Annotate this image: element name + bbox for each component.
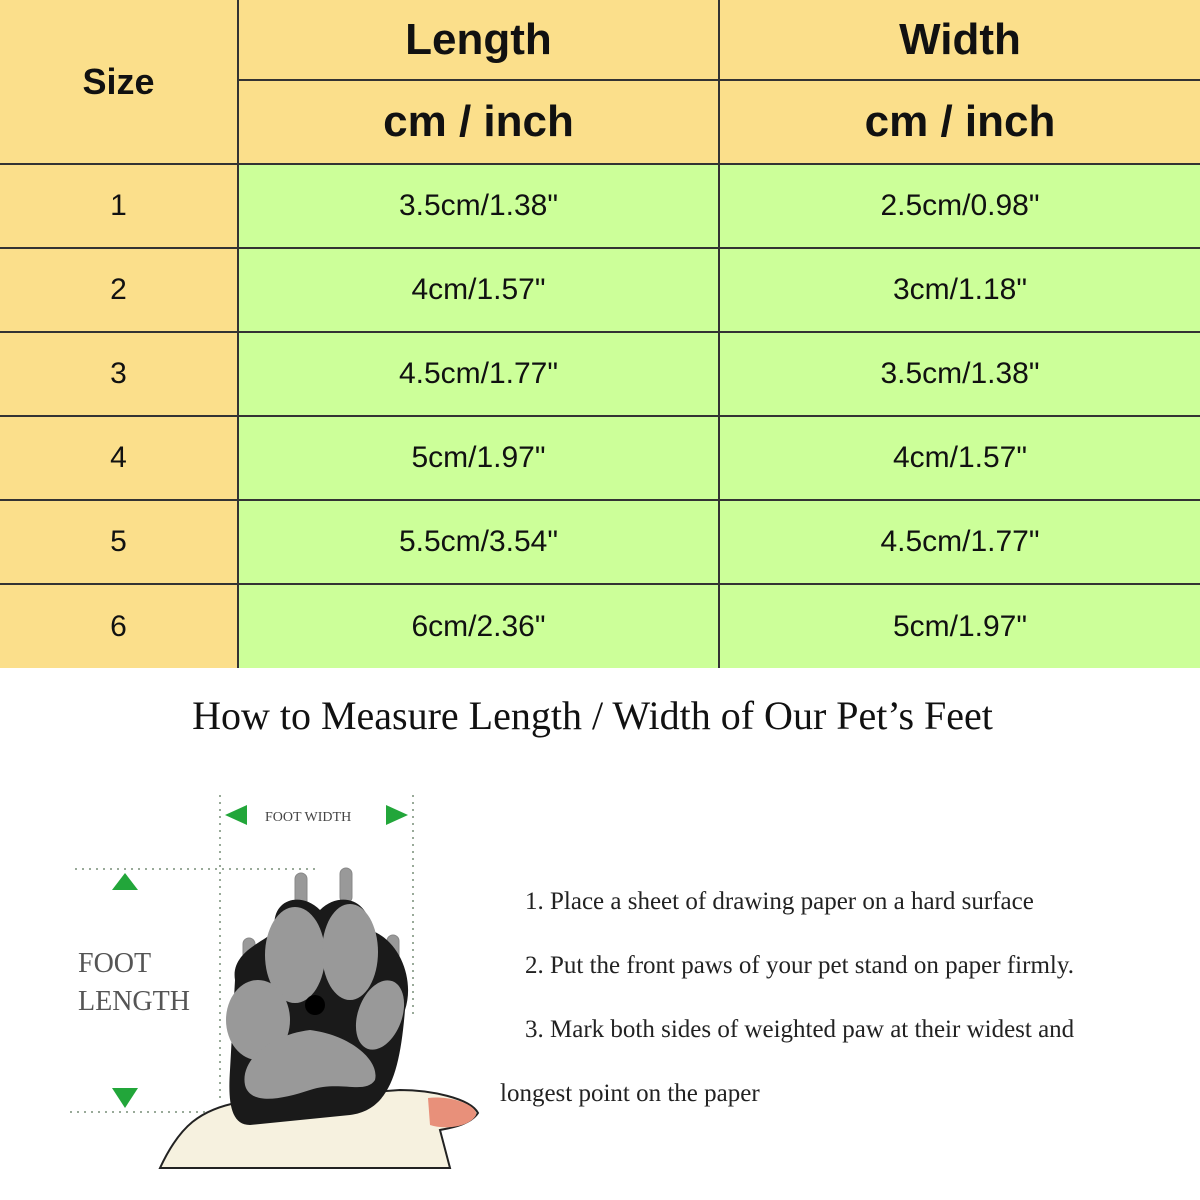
size-cell: 1 (0, 163, 239, 249)
length-cell: 5.5cm/3.54" (237, 499, 720, 585)
table-row: 3 4.5cm/1.77" 3.5cm/1.38" (0, 331, 1200, 417)
step-1: 1. Place a sheet of drawing paper on a h… (525, 888, 1034, 915)
size-cell: 6 (0, 583, 239, 668)
arrow-up-icon (112, 873, 138, 890)
size-cell: 5 (0, 499, 239, 585)
guide-lines (70, 795, 414, 1113)
length-cell: 4.5cm/1.77" (237, 331, 720, 417)
length-cell: 3.5cm/1.38" (237, 163, 720, 249)
size-cell: 4 (0, 415, 239, 501)
size-cell: 3 (0, 331, 239, 417)
arrow-right-icon (386, 805, 408, 825)
table-row: 2 4cm/1.57" 3cm/1.18" (0, 247, 1200, 333)
width-cell: 3cm/1.18" (718, 247, 1200, 333)
width-cell: 5cm/1.97" (718, 583, 1200, 668)
table-row: 1 3.5cm/1.38" 2.5cm/0.98" (0, 163, 1200, 249)
step-3: 3. Mark both sides of weighted paw at th… (525, 1016, 1075, 1043)
step-3-continued: longest point on the paper (500, 1080, 760, 1107)
guide-title: How to Measure Length / Width of Our Pet… (192, 693, 993, 738)
foot-width-label: FOOT WIDTH (265, 810, 351, 825)
length-cell: 6cm/2.36" (237, 583, 720, 668)
length-header: Length (237, 0, 720, 81)
width-cell: 3.5cm/1.38" (718, 331, 1200, 417)
length-cell: 5cm/1.97" (237, 415, 720, 501)
length-cell: 4cm/1.57" (237, 247, 720, 333)
width-cell: 4.5cm/1.77" (718, 499, 1200, 585)
paw-measurement-diagram: FOOT WIDTH FOOT LENGTH (70, 795, 480, 1169)
step-2: 2. Put the front paws of your pet stand … (525, 952, 1074, 979)
width-cell: 2.5cm/0.98" (718, 163, 1200, 249)
width-cell: 4cm/1.57" (718, 415, 1200, 501)
table-row: 4 5cm/1.97" 4cm/1.57" (0, 415, 1200, 501)
paw-icon (158, 867, 480, 1169)
table-row: 6 6cm/2.36" 5cm/1.97" (0, 583, 1200, 668)
width-unit-header: cm / inch (718, 79, 1200, 165)
size-header: Size (0, 0, 239, 165)
foot-length-label-2: LENGTH (78, 986, 190, 1017)
length-unit-header: cm / inch (238, 79, 720, 165)
size-cell: 2 (0, 247, 239, 333)
arrow-down-icon (112, 1088, 138, 1108)
arrow-left-icon (225, 805, 247, 825)
foot-length-label: FOOT (78, 948, 151, 979)
width-header: Width (718, 0, 1200, 81)
table-row: 5 5.5cm/3.54" 4.5cm/1.77" (0, 499, 1200, 585)
